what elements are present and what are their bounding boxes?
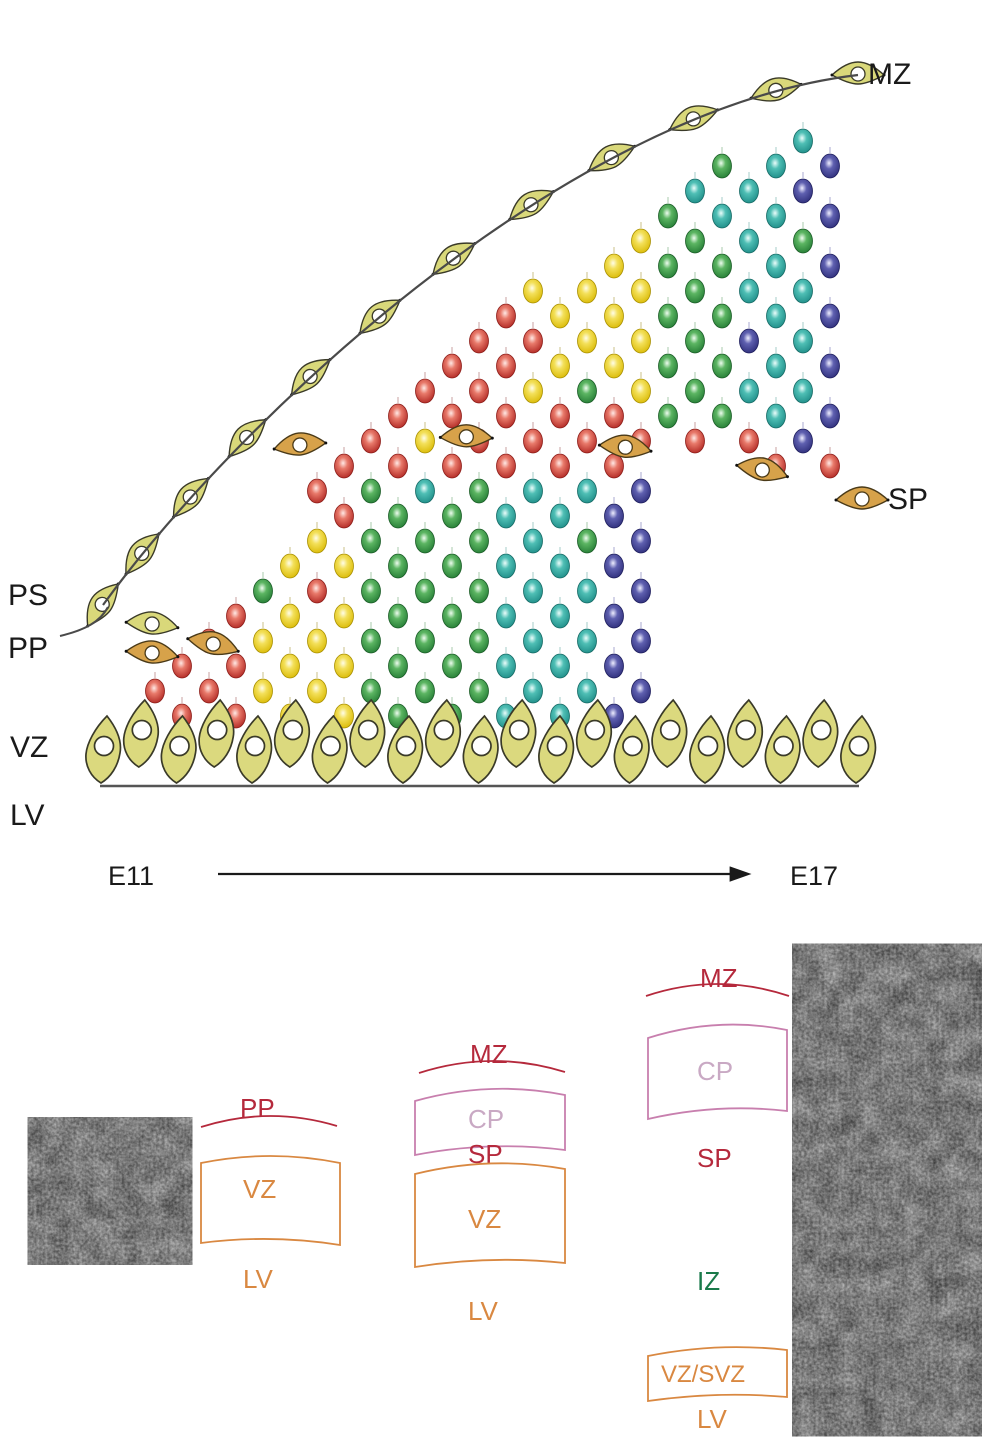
svg-text:LV: LV bbox=[697, 1404, 728, 1434]
svg-text:MZ: MZ bbox=[868, 58, 911, 91]
svg-text:VZ: VZ bbox=[10, 731, 48, 764]
svg-text:LV: LV bbox=[468, 1296, 499, 1326]
svg-text:E11: E11 bbox=[108, 861, 154, 891]
svg-text:VZ: VZ bbox=[468, 1204, 501, 1234]
svg-text:SP: SP bbox=[697, 1143, 732, 1173]
svg-text:PS: PS bbox=[8, 579, 48, 612]
svg-text:MZ: MZ bbox=[470, 1039, 508, 1069]
svg-text:E17: E17 bbox=[790, 861, 838, 891]
svg-text:VZ: VZ bbox=[243, 1174, 276, 1204]
svg-text:CP: CP bbox=[697, 1056, 733, 1086]
svg-text:LV: LV bbox=[243, 1264, 274, 1294]
svg-text:MZ: MZ bbox=[700, 963, 738, 993]
svg-text:PP: PP bbox=[8, 632, 48, 665]
svg-text:SP: SP bbox=[888, 483, 928, 516]
svg-text:VZ/SVZ: VZ/SVZ bbox=[661, 1361, 745, 1388]
svg-text:CP: CP bbox=[468, 1104, 504, 1134]
svg-text:PP: PP bbox=[240, 1093, 275, 1123]
svg-text:IZ: IZ bbox=[697, 1266, 720, 1296]
svg-text:LV: LV bbox=[10, 799, 44, 832]
